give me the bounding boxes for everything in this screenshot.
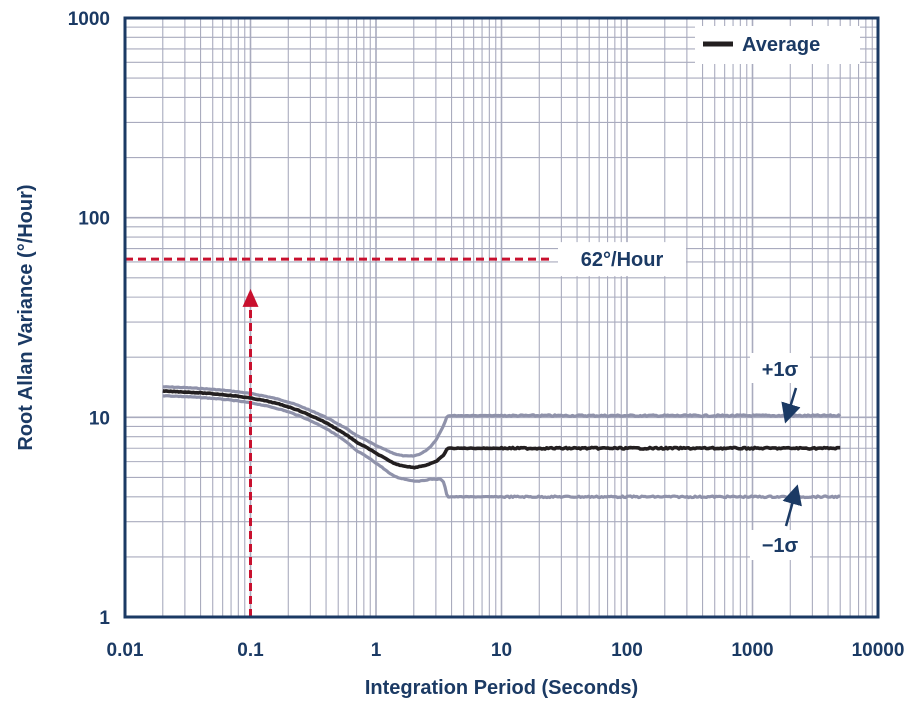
- y-axis-title: Root Allan Variance (°/Hour): [15, 184, 37, 450]
- minus-sigma-label-bg: [750, 530, 810, 560]
- series-plus-sigma-line: [162, 385, 842, 458]
- x-tick-label: 0.01: [107, 640, 144, 661]
- x-axis-title: Integration Period (Seconds): [365, 677, 638, 699]
- y-tick-label: 1000: [68, 9, 110, 30]
- minus-sigma-label: −1σ: [762, 535, 799, 557]
- series-minus-sigma-line: [162, 394, 841, 500]
- series-average-line: [162, 389, 841, 470]
- tick-labels: 0.01 0.1 1 10 100 1000 10000 1 10 100 1000: [68, 9, 905, 661]
- legend: Average: [695, 26, 860, 64]
- plus-sigma-arrow: [781, 387, 801, 424]
- legend-label-average: Average: [742, 34, 820, 56]
- grid-lines: [125, 18, 878, 617]
- x-tick-label: 10000: [852, 640, 905, 661]
- x-tick-label: 1: [371, 640, 382, 661]
- plot-frame: [123, 16, 880, 619]
- plus-sigma-label-bg: [750, 353, 810, 383]
- x-tick-label: 1000: [731, 640, 773, 661]
- hline-label-bg: [558, 242, 686, 277]
- y-tick-label: 1: [99, 608, 110, 629]
- x-tick-label: 10: [491, 640, 512, 661]
- x-tick-label: 100: [611, 640, 643, 661]
- reference-vline-arrowhead: [242, 288, 259, 307]
- y-tick-label: 10: [89, 408, 110, 429]
- y-tick-label: 100: [78, 209, 110, 230]
- x-tick-label: 0.1: [237, 640, 264, 661]
- hline-label: 62°/Hour: [581, 249, 664, 271]
- plus-sigma-label: +1σ: [762, 359, 799, 381]
- series-lines: [162, 385, 842, 500]
- minus-sigma-arrow: [782, 484, 802, 527]
- annotations: 62°/Hour +1σ −1σ: [125, 242, 810, 617]
